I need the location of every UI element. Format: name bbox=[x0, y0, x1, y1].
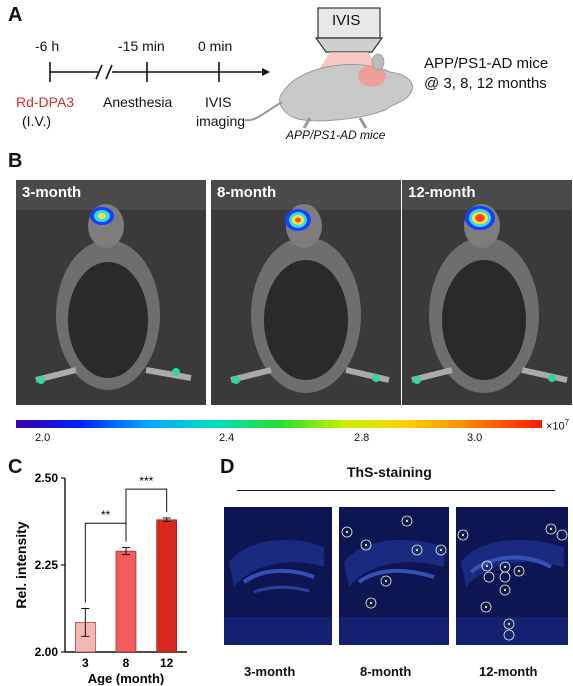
y-tick-label: 2.00 bbox=[35, 645, 59, 659]
panel-a-letter: A bbox=[8, 4, 23, 26]
ivis-label-8-month: 8-month bbox=[217, 184, 277, 201]
ivis-image-3-month: 3-month bbox=[16, 180, 206, 405]
timeline-sublabel-1: (I.V.) bbox=[22, 113, 52, 129]
ivis-device-label: IVIS bbox=[332, 12, 361, 29]
cohort-line-2: @ 3, 8, 12 months bbox=[424, 75, 547, 92]
mouse-caption: APP/PS1-AD mice bbox=[286, 128, 386, 142]
ivis-label-3-month: 3-month bbox=[22, 184, 82, 201]
colorbar-tick-4: 3.0 bbox=[467, 432, 483, 444]
colorbar-tick-1: 2.0 bbox=[35, 432, 51, 444]
timeline-time-3: 0 min bbox=[198, 38, 233, 54]
mouse-silhouette bbox=[402, 180, 572, 393]
ths-image-12-month bbox=[456, 507, 568, 645]
timeline-sublabel-3: imaging bbox=[196, 113, 246, 129]
ths-title-rule bbox=[237, 490, 555, 491]
ths-label-8-month: 8-month bbox=[360, 664, 412, 679]
significance-label: ** bbox=[101, 508, 111, 522]
y-axis-title: Rel. intensity bbox=[13, 521, 29, 608]
ths-label-3-month: 3-month bbox=[244, 664, 296, 679]
ivis-image-8-month: 8-month bbox=[211, 180, 401, 405]
x-tick-label: 12 bbox=[160, 656, 174, 670]
panel-b-letter: B bbox=[8, 150, 23, 172]
colorbar-tick-3: 2.8 bbox=[354, 432, 370, 444]
timeline-label-2: Anesthesia bbox=[103, 94, 173, 110]
timeline-label-3: IVIS bbox=[205, 94, 232, 110]
colorbar-unit-base: ×10 bbox=[546, 420, 565, 433]
timeline-time-2: -15 min bbox=[118, 38, 165, 54]
ths-image-3-month bbox=[224, 507, 332, 645]
significance-bracket bbox=[125, 488, 168, 542]
timeline-time-1: -6 h bbox=[35, 38, 60, 54]
panel-d-letter: D bbox=[220, 456, 235, 478]
cohort-line-1: APP/PS1-AD mice bbox=[424, 55, 549, 72]
ivis-label-12-month: 12-month bbox=[408, 184, 476, 201]
bar bbox=[156, 519, 177, 653]
colorbar-tick-2: 2.4 bbox=[219, 432, 235, 444]
bar-chart: 2.002.252.503 8 12*****Age (month)Rel. int… bbox=[13, 471, 187, 685]
x-tick-label: 8 bbox=[123, 656, 130, 670]
colorbar-unit-exp: 7 bbox=[564, 418, 570, 427]
panel-c-letter: C bbox=[8, 456, 23, 478]
colorbar-unit: ×107 bbox=[546, 418, 569, 433]
x-axis-title: Age (month) bbox=[88, 671, 165, 685]
mouse-silhouette bbox=[211, 180, 401, 393]
ths-label-12-month: 12-month bbox=[479, 664, 538, 679]
ivis-mouse-illustration bbox=[244, 7, 413, 129]
timeline-label-1: Rd-DPA3 bbox=[16, 94, 75, 110]
ivis-image-12-month: 12-month bbox=[402, 180, 572, 405]
ths-staining-title: ThS-staining bbox=[347, 464, 432, 480]
timeline-axis bbox=[49, 62, 270, 82]
y-tick-label: 2.25 bbox=[35, 558, 59, 572]
bar bbox=[115, 550, 137, 653]
colorbar bbox=[16, 420, 542, 428]
significance-label: *** bbox=[139, 474, 153, 488]
ths-image-8-month bbox=[339, 507, 449, 645]
y-tick-label: 2.50 bbox=[35, 471, 59, 485]
x-tick-label: 3 bbox=[82, 656, 89, 670]
mouse-silhouette bbox=[16, 180, 206, 390]
